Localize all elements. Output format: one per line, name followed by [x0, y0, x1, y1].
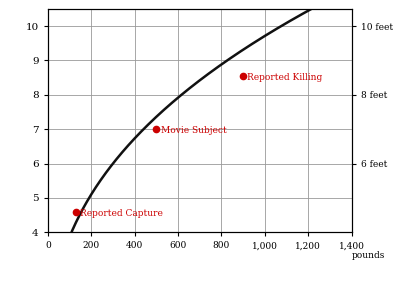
Text: Movie Subject: Movie Subject	[161, 126, 226, 135]
Text: Note that the three most dependable reported figures fit the curve very closely.: Note that the three most dependable repo…	[10, 274, 394, 284]
Text: Reported Capture: Reported Capture	[80, 209, 163, 218]
Text: 10 FT: 10 FT	[14, 0, 45, 1]
Text: Reported Killing: Reported Killing	[248, 73, 323, 82]
Text: pounds: pounds	[352, 251, 386, 260]
